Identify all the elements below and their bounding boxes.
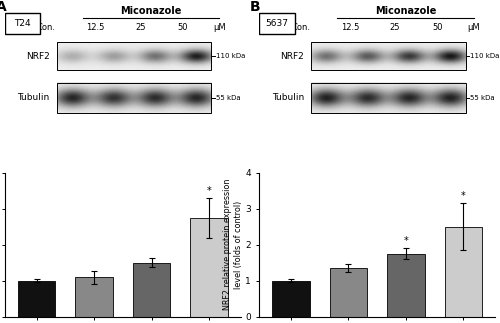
Text: 25: 25 (390, 23, 400, 32)
Text: 12.5: 12.5 (86, 23, 105, 32)
Text: 25: 25 (135, 23, 145, 32)
Bar (388, 254, 424, 317)
Text: *: * (404, 236, 408, 246)
Bar (76, 277, 112, 317)
Bar (190, 218, 228, 317)
Text: Con.: Con. (291, 23, 310, 32)
Text: A: A (0, 0, 6, 14)
FancyBboxPatch shape (260, 14, 295, 34)
Bar (57, 42, 211, 70)
Text: 12.5: 12.5 (341, 23, 359, 32)
FancyBboxPatch shape (5, 14, 41, 34)
Text: B: B (250, 0, 260, 14)
Bar (18, 281, 56, 317)
Bar (57, 83, 211, 113)
Bar (133, 263, 170, 317)
Text: 55 kDa: 55 kDa (216, 95, 240, 101)
Text: T24: T24 (14, 19, 31, 28)
Bar (311, 83, 466, 113)
Text: *: * (461, 191, 466, 201)
Text: *: * (206, 186, 212, 196)
Bar (311, 42, 466, 70)
Text: 5637: 5637 (266, 19, 288, 28)
Text: 50: 50 (178, 23, 188, 32)
Bar (330, 268, 367, 317)
Text: μM: μM (213, 23, 226, 32)
Bar (444, 227, 482, 317)
Text: Con.: Con. (36, 23, 56, 32)
Text: NRF2: NRF2 (26, 52, 50, 61)
Text: Miconazole: Miconazole (375, 6, 436, 16)
Text: 50: 50 (432, 23, 442, 32)
Text: 110 kDa: 110 kDa (470, 53, 500, 59)
Bar (272, 281, 310, 317)
Text: μM: μM (468, 23, 480, 32)
Text: 110 kDa: 110 kDa (216, 53, 245, 59)
Text: Miconazole: Miconazole (120, 6, 182, 16)
Y-axis label: NRF2 relative protein expression
level (folds of control): NRF2 relative protein expression level (… (223, 179, 242, 310)
Text: 55 kDa: 55 kDa (470, 95, 495, 101)
Text: NRF2: NRF2 (280, 52, 304, 61)
Text: Tubulin: Tubulin (18, 93, 50, 102)
Text: Tubulin: Tubulin (272, 93, 304, 102)
